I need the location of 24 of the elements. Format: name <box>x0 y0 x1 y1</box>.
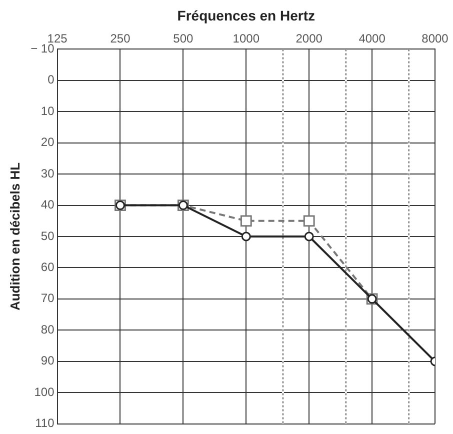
y-tick-label: 50 <box>40 228 55 243</box>
point <box>303 215 315 227</box>
x-tick-label: 500 <box>173 31 194 46</box>
y-tick-label: 80 <box>40 322 55 336</box>
y-tick-label: 0 <box>48 72 55 87</box>
y-tick-label: 20 <box>40 135 55 150</box>
y-tick-label: 30 <box>40 166 55 180</box>
point <box>241 232 251 242</box>
y-tick-label: 100 <box>34 384 55 399</box>
point <box>304 232 314 242</box>
point <box>240 215 252 227</box>
x-tick-label: 8000 <box>422 31 449 46</box>
x-axis-title: Fréquences en Hertz <box>177 7 316 24</box>
y-tick-label: 90 <box>40 354 55 368</box>
x-tick-label: 250 <box>110 31 131 46</box>
y-tick-label: 110 <box>35 416 55 430</box>
x-tick-label: 2000 <box>296 31 323 46</box>
x-tick-label: 4000 <box>358 31 386 46</box>
y-tick-label: 10 <box>40 104 55 118</box>
x-tick-label: 1000 <box>232 31 260 46</box>
y-tick-label: 70 <box>40 291 55 306</box>
y-tick-label: 40 <box>40 198 55 212</box>
y-tick-label: 60 <box>40 260 55 274</box>
y-axis-title: Audition en décibels HL <box>7 162 22 311</box>
